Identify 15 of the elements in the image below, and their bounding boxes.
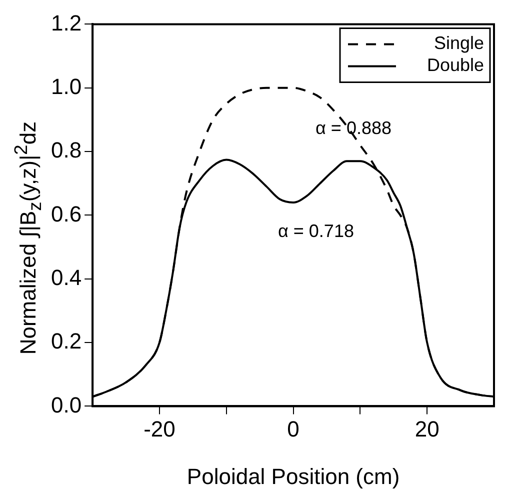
legend-label: Double — [426, 55, 484, 76]
y-tick-label: 1.2 — [50, 10, 82, 36]
annotation: α = 0.718 — [278, 221, 354, 242]
y-tick-label: 1.0 — [50, 74, 82, 99]
y-tick-label: 0.4 — [50, 264, 82, 290]
x-tick-label: -20 — [144, 416, 176, 442]
y-tick-label: 0.6 — [50, 201, 82, 226]
x-axis-title: Poloidal Position (cm) — [186, 464, 400, 489]
legend-label: Single — [434, 33, 484, 54]
x-tick-label: 20 — [414, 416, 440, 442]
y-tick-label: 0.2 — [50, 328, 82, 354]
annotation: α = 0.888 — [316, 118, 392, 138]
x-tick-label: 0 — [287, 416, 300, 442]
y-tick-label: 0.0 — [50, 392, 82, 418]
y-tick-label: 0.8 — [50, 138, 82, 163]
